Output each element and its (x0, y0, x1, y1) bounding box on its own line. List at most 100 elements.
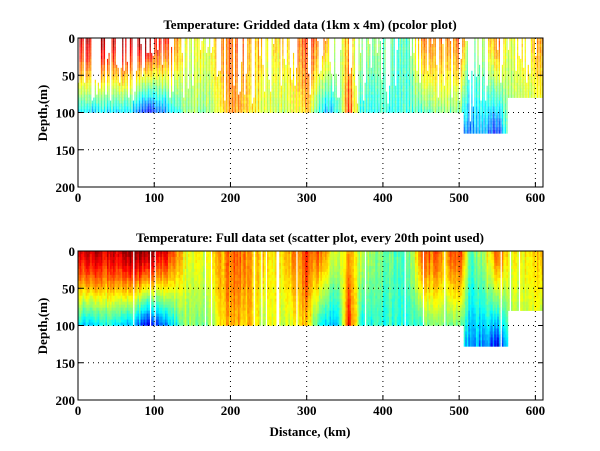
temperature-cell (231, 52, 234, 57)
temperature-cell (110, 100, 112, 104)
temperature-cell (239, 91, 241, 95)
temperature-cell (302, 94, 304, 98)
temperature-cell (361, 49, 363, 54)
temperature-cell (235, 40, 237, 45)
temperature-cell (257, 40, 260, 45)
temperature-cell (248, 46, 250, 51)
temperature-cell (164, 52, 167, 57)
temperature-cell (260, 64, 263, 69)
temperature-cell (222, 85, 224, 89)
temperature-cell (462, 100, 464, 104)
temperature-cell (122, 58, 124, 63)
temperature-cell (85, 49, 87, 54)
temperature-cell (224, 109, 226, 113)
temperature-cell (142, 76, 144, 81)
temperature-cell (140, 76, 142, 81)
temperature-cell (106, 70, 109, 75)
temperature-cell (256, 97, 258, 101)
temperature-cell (324, 61, 327, 66)
temperature-cell (120, 73, 122, 78)
temperature-cell (436, 100, 438, 104)
temperature-cell (324, 46, 327, 51)
temperature-cell (204, 79, 206, 83)
temperature-cell (335, 73, 337, 78)
temperature-cell (302, 58, 304, 63)
temperature-cell (294, 103, 296, 107)
temperature-cell (453, 79, 455, 83)
temperature-cell (87, 85, 89, 89)
temperature-cell (254, 79, 256, 83)
temperature-cell (167, 52, 170, 57)
temperature-cell (164, 70, 167, 75)
temperature-cell (85, 103, 87, 107)
temperature-cell (193, 67, 196, 72)
temperature-cell (177, 49, 179, 54)
temperature-cell (430, 73, 432, 78)
temperature-cell (428, 55, 430, 60)
temperature-cell (396, 103, 398, 107)
temperature-cell (372, 85, 374, 89)
temperature-cell (123, 109, 125, 113)
temperature-cell (288, 52, 290, 57)
temperature-cell (177, 106, 179, 110)
temperature-cell (462, 91, 464, 95)
temperature-cell (222, 79, 224, 83)
temperature-cell (318, 109, 321, 113)
temperature-cell (437, 100, 439, 104)
temperature-cell (352, 106, 354, 110)
temperature-cell (273, 82, 275, 86)
temperature-cell (450, 94, 452, 98)
temperature-cell (453, 100, 455, 104)
temperature-cell (199, 55, 202, 60)
temperature-cell (157, 73, 159, 78)
temperature-cell (294, 100, 296, 104)
temperature-cell (250, 106, 252, 110)
temperature-cell (372, 82, 374, 86)
temperature-cell (445, 79, 447, 83)
temperature-cell (297, 106, 299, 110)
temperature-cell (405, 58, 407, 63)
temperature-cell (378, 82, 380, 86)
temperature-cell (321, 55, 324, 60)
temperature-cell (256, 61, 258, 66)
temperature-cell (277, 94, 279, 98)
temperature-cell (343, 103, 345, 107)
temperature-cell (201, 58, 203, 63)
temperature-cell (259, 55, 261, 60)
temperature-cell (456, 49, 458, 54)
temperature-cell (207, 46, 209, 51)
temperature-cell (419, 85, 421, 89)
temperature-cell (221, 52, 223, 57)
temperature-cell (392, 55, 394, 60)
temperature-cell (312, 43, 314, 48)
temperature-cell (390, 103, 392, 107)
temperature-cell (398, 76, 400, 81)
temperature-cell (203, 46, 205, 51)
temperature-cell (267, 88, 269, 92)
temperature-cell (154, 94, 156, 98)
temperature-cell (160, 46, 162, 51)
temperature-cell (300, 55, 302, 60)
temperature-cell (450, 76, 452, 81)
temperature-cell (346, 67, 348, 72)
temperature-cell (459, 103, 461, 107)
temperature-cell (180, 85, 182, 89)
temperature-cell (154, 64, 156, 69)
temperature-cell (262, 67, 264, 72)
temperature-cell (267, 79, 269, 83)
temperature-cell (341, 55, 343, 60)
temperature-cell (288, 67, 290, 72)
temperature-cell (146, 94, 148, 98)
temperature-cell (405, 64, 407, 69)
temperature-cell (160, 43, 162, 48)
temperature-cell (289, 94, 292, 98)
temperature-cell (235, 55, 237, 60)
temperature-cell (215, 73, 217, 78)
temperature-cell (346, 73, 348, 78)
temperature-cell (193, 49, 196, 54)
temperature-cell (314, 82, 316, 86)
temperature-cell (311, 61, 313, 66)
temperature-cell (146, 61, 148, 66)
temperature-cell (273, 79, 275, 83)
temperature-cell (82, 106, 84, 110)
